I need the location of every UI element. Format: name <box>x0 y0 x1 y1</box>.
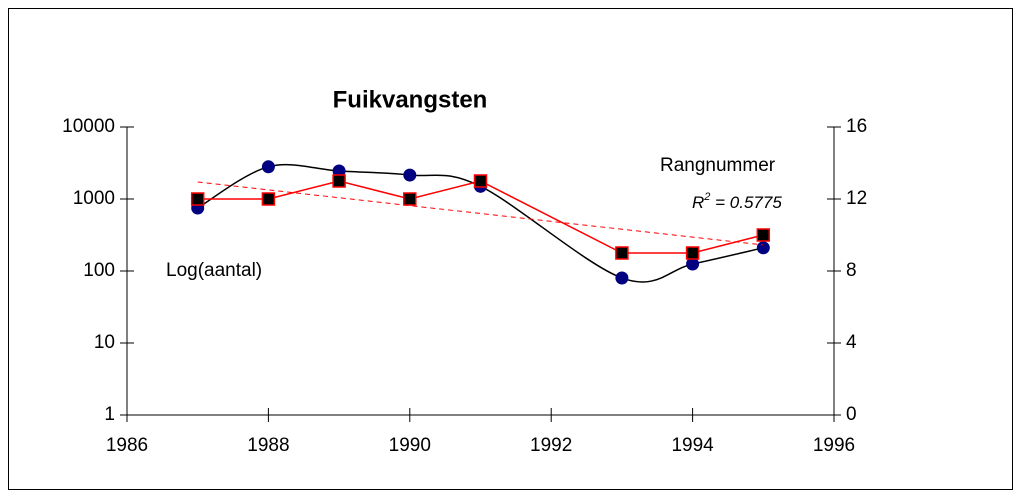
x-tick-label: 1992 <box>530 435 572 456</box>
r-sup: 2 <box>703 191 710 203</box>
series-label: Rangnummer <box>660 155 776 176</box>
x-tick-label: 1996 <box>813 435 855 456</box>
y2-tick-label: 16 <box>846 116 867 137</box>
y2-tick-label: 0 <box>846 404 857 425</box>
marker <box>403 192 417 206</box>
y2-tick-label: 8 <box>846 260 857 281</box>
marker <box>686 257 700 271</box>
chart-title: Fuikvangsten <box>333 86 488 113</box>
y-tick-label: 10000 <box>62 116 115 137</box>
y2-tick-label: 12 <box>846 188 867 209</box>
y2-tick-label: 4 <box>846 332 857 353</box>
y-tick-label: 1 <box>104 404 115 425</box>
x-tick-label: 1990 <box>389 435 431 456</box>
series-line <box>197 180 764 254</box>
marker <box>615 246 629 260</box>
marker <box>615 271 629 285</box>
chart-border <box>8 8 1013 490</box>
y-tick-label: 100 <box>83 260 115 281</box>
marker <box>403 168 417 182</box>
marker <box>756 241 770 255</box>
marker <box>756 228 771 242</box>
y-tick-label: 10 <box>94 332 115 353</box>
r-label: R <box>692 193 704 212</box>
marker <box>261 160 275 174</box>
marker <box>332 164 346 178</box>
r-value: = 0.5775 <box>710 193 782 212</box>
series-label: Log(aantal) <box>166 260 262 281</box>
marker <box>473 174 488 188</box>
marker <box>261 192 276 206</box>
x-tick-label: 1986 <box>106 435 148 456</box>
x-tick-label: 1994 <box>671 435 714 456</box>
marker <box>685 246 700 260</box>
y-tick-label: 1000 <box>73 188 115 209</box>
marker <box>332 174 346 188</box>
series-line <box>197 163 764 283</box>
x-tick-label: 1988 <box>247 435 289 456</box>
marker <box>190 192 205 206</box>
trendline-label: R2 = 0.5775 <box>692 191 782 213</box>
